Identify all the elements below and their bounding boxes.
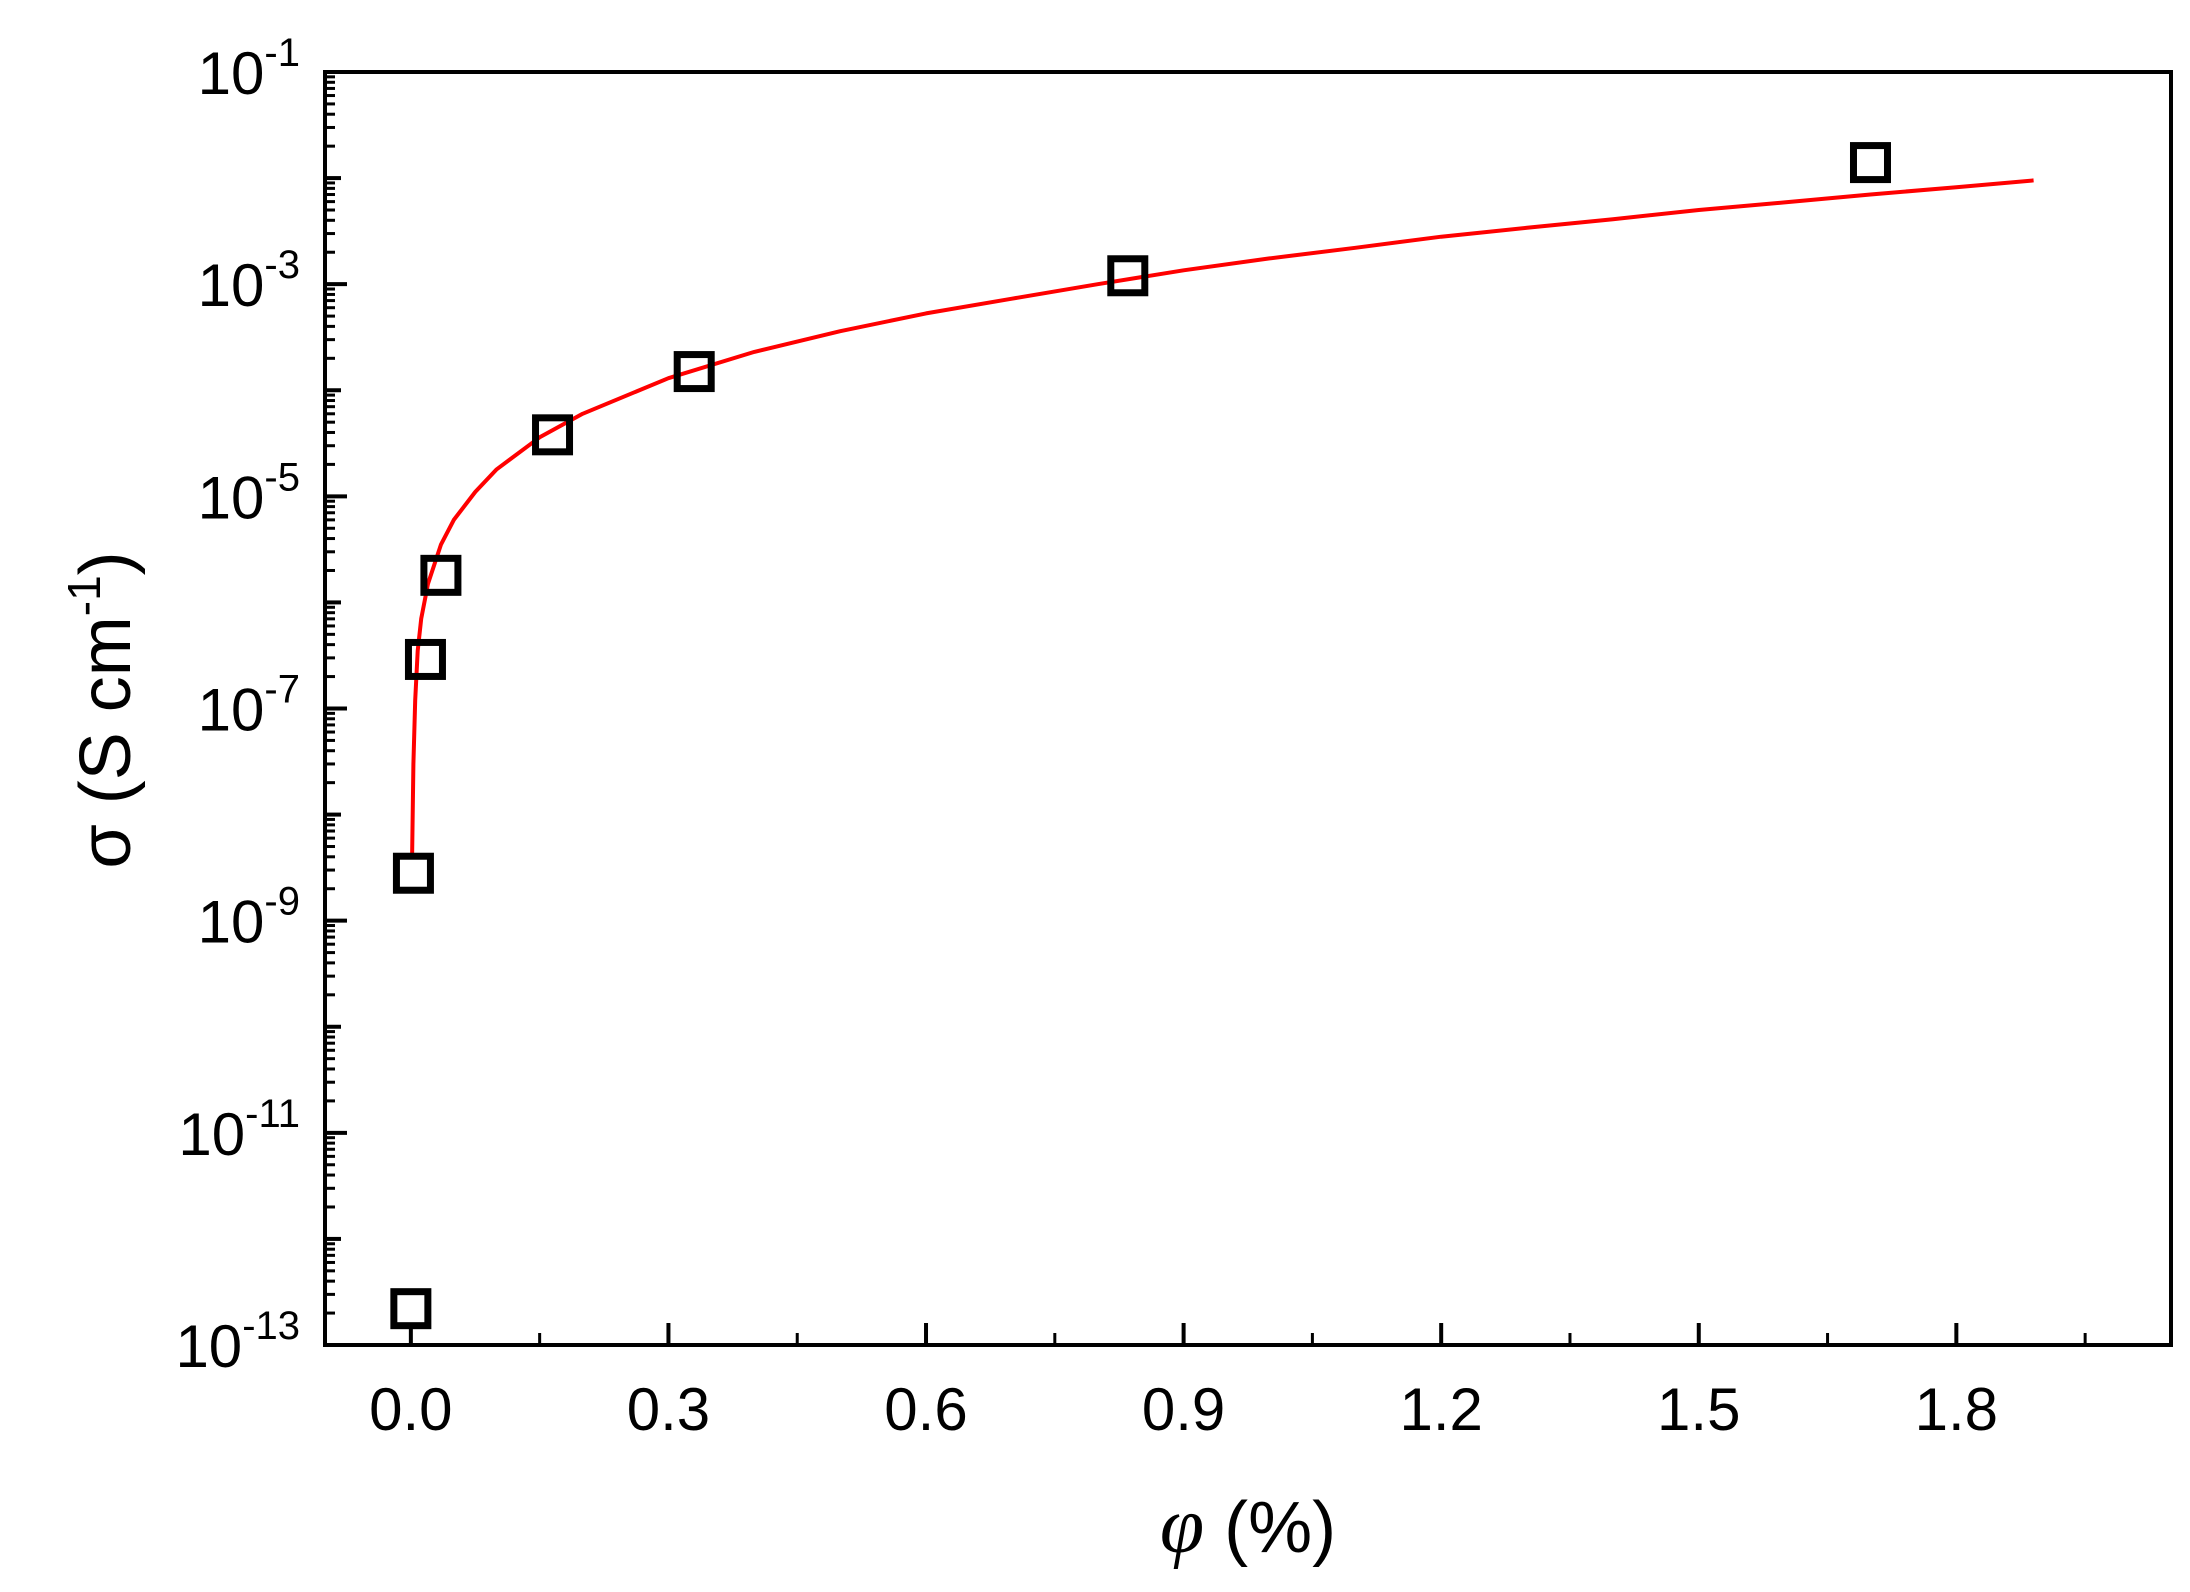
y-tick-label-exp: -9: [264, 880, 300, 924]
x-tick-label: 1.8: [1915, 1376, 1998, 1443]
x-tick-label: 0.9: [1142, 1376, 1225, 1443]
y-tick-label-base: 10: [178, 1101, 245, 1168]
y-tick-label-exp: -5: [264, 455, 300, 499]
y-tick-label-base: 10: [198, 252, 265, 319]
y-tick-label-base: 10: [198, 464, 265, 531]
y-axis-title-sup: -1: [58, 575, 110, 616]
x-axis-title-rest: (%): [1204, 1488, 1336, 1568]
y-axis-title-symbol: σ: [66, 824, 146, 868]
x-tick-label: 0.6: [884, 1376, 967, 1443]
x-axis-title: φ (%): [1160, 1482, 1336, 1570]
major-ticks: [325, 70, 1959, 1347]
data-point: [390, 1288, 432, 1330]
data-point: [1849, 142, 1891, 184]
y-tick-label: 10-9: [198, 880, 300, 956]
y-tick-label-base: 10: [175, 1313, 242, 1380]
y-tick-label-base: 10: [198, 677, 265, 744]
x-axis-title-symbol: φ: [1160, 1482, 1204, 1570]
plot-area: [325, 72, 2171, 1345]
y-axis-title-close: ): [66, 551, 146, 575]
data-point: [420, 554, 462, 596]
y-tick-label: 10-11: [178, 1092, 300, 1168]
x-tick-label: 0.0: [369, 1376, 452, 1443]
x-tick-label: 1.5: [1657, 1376, 1740, 1443]
x-tick-labels: 0.0 0.3 0.6 0.9 1.2 1.5 1.8: [369, 1376, 1998, 1443]
y-axis-title: σ (S cm-1): [58, 551, 146, 868]
y-tick-label: 10-3: [198, 243, 300, 319]
data-point: [404, 638, 446, 680]
x-tick-label: 1.2: [1399, 1376, 1482, 1443]
x-tick-label: 0.3: [627, 1376, 710, 1443]
data-point: [1107, 255, 1149, 297]
y-tick-label: 10-7: [198, 668, 300, 744]
y-tick-label: 10-1: [198, 31, 300, 107]
y-tick-label-exp: -13: [242, 1304, 300, 1348]
y-tick-label-exp: -11: [245, 1092, 300, 1136]
point-layer: [390, 142, 1891, 1330]
y-tick-label-exp: -3: [264, 243, 300, 287]
y-tick-label-exp: -1: [264, 31, 300, 75]
y-axis-title-rest: (S cm: [66, 616, 146, 824]
y-tick-label-exp: -7: [264, 668, 300, 712]
y-tick-label-base: 10: [198, 889, 265, 956]
data-point: [673, 351, 715, 393]
y-tick-label: 10-13: [175, 1304, 300, 1380]
y-tick-label-base: 10: [198, 40, 265, 107]
data-point: [532, 414, 574, 456]
data-point: [392, 852, 434, 894]
y-tick-label: 10-5: [198, 455, 300, 531]
plot-frame: [323, 70, 2173, 1347]
